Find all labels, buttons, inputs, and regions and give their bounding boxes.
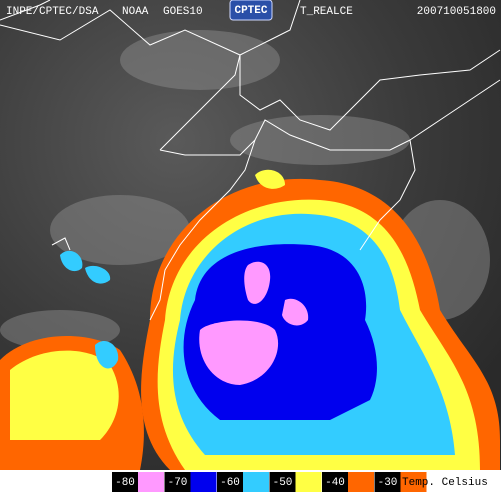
- legend-swatch: [243, 472, 269, 492]
- legend-label: -80: [115, 477, 135, 489]
- logo: CPTEC: [234, 5, 267, 17]
- legend-label: -60: [220, 477, 240, 489]
- legend-label-box: [269, 472, 296, 492]
- borders: [0, 0, 501, 321]
- header-agency: INPE/CPTEC/DSA: [6, 6, 99, 18]
- legend-label-box: [322, 472, 348, 492]
- legend-label-box: [374, 472, 401, 492]
- legend-label: -30: [378, 477, 398, 489]
- header-operator: NOAA: [122, 6, 149, 18]
- legend-swatch: [138, 472, 164, 492]
- legend-label-box: [217, 472, 243, 492]
- convective-system: [0, 169, 500, 470]
- legend-swatch: [348, 472, 374, 492]
- legend-label-box: [164, 472, 191, 492]
- legend-label: -40: [325, 477, 345, 489]
- header-timestamp: 200710051800: [417, 6, 496, 18]
- header-product: T_REALCE: [300, 6, 353, 18]
- legend-swatch: [400, 472, 427, 492]
- legend-label: -70: [168, 477, 188, 489]
- legend-swatch: [190, 472, 217, 492]
- legend-unit: Temp. Celsius: [402, 477, 488, 489]
- legend-label: -50: [273, 477, 293, 489]
- legend-swatch: [295, 472, 322, 492]
- legend-label-box: [112, 472, 138, 492]
- legend: -80 -70 -60 -50 -40 -30: [112, 472, 427, 492]
- logo-box: [229, 0, 273, 21]
- header-satellite: GOES10: [163, 6, 203, 18]
